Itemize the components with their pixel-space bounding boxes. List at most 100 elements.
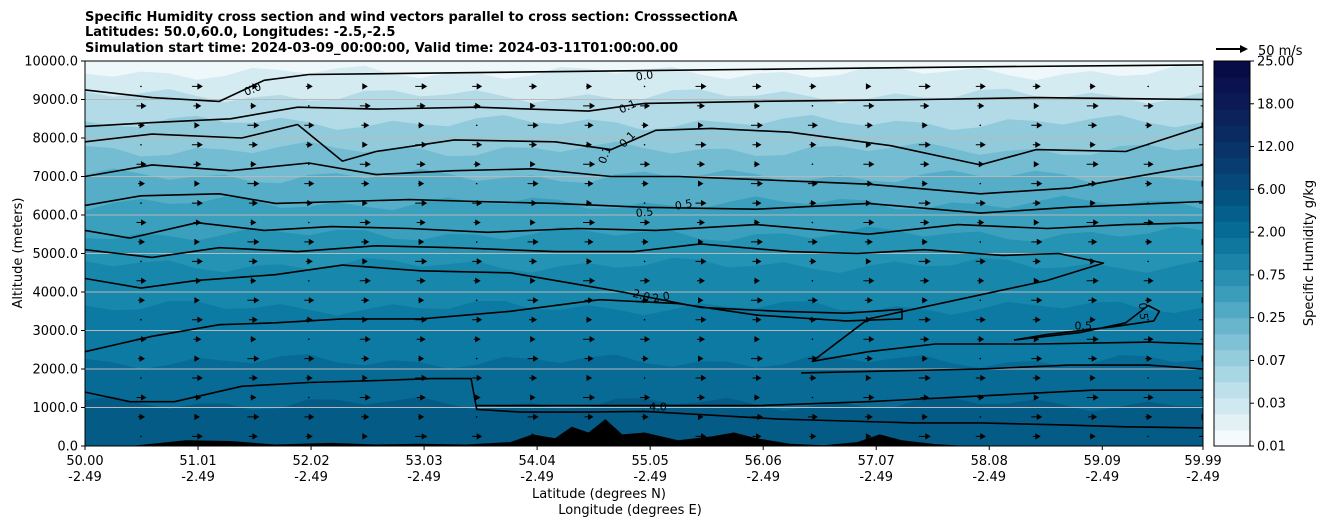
x-tick-label-lon: -2.49 <box>746 470 780 485</box>
wind-vector <box>136 277 147 284</box>
wind-vector <box>977 277 985 284</box>
colorbar-swatch <box>1214 253 1250 271</box>
wind-vector <box>1032 433 1041 440</box>
wind-vector <box>641 355 649 362</box>
wind-vector <box>1032 316 1041 323</box>
wind-vector <box>472 83 483 90</box>
wind-vector <box>977 102 985 110</box>
wind-vector <box>304 413 315 421</box>
contour-label: 0.5 <box>635 205 654 219</box>
wind-vector <box>864 355 873 362</box>
x-tick-label-lat: 53.03 <box>405 454 442 469</box>
wind-vector <box>1145 355 1153 362</box>
wind-vector <box>920 102 930 110</box>
wind-vector <box>1032 258 1041 265</box>
colorbar-swatch <box>1214 285 1250 303</box>
wind-vector <box>138 238 145 246</box>
wind-vector <box>698 297 704 304</box>
wind-vector <box>1033 161 1040 168</box>
x-tick-label-lat: 51.01 <box>179 454 216 469</box>
wind-vector <box>583 336 596 343</box>
wind-vector <box>305 433 313 440</box>
wind-vector <box>530 161 536 168</box>
wind-vector <box>641 122 649 129</box>
contour-label: 0.5 <box>674 197 693 213</box>
colorbar-tick-label: 0.03 <box>1257 397 1286 412</box>
wind-vector <box>695 316 707 323</box>
wind-vector <box>640 336 651 343</box>
wind-vector <box>863 102 875 110</box>
wind-vector <box>1147 318 1149 321</box>
wind-vector <box>138 355 146 362</box>
colorbar-tick-label: 25.00 <box>1257 55 1294 70</box>
wind-vector <box>416 161 426 168</box>
wind-vector <box>754 394 761 401</box>
wind-vector <box>1147 377 1149 379</box>
colorbar-swatch <box>1214 141 1250 158</box>
y-tick-label: 1000.0 <box>33 401 79 416</box>
wind-vector <box>247 180 260 187</box>
wind-vector <box>1089 433 1096 440</box>
wind-vector <box>305 141 313 148</box>
x-tick-label-lat: 58.08 <box>971 454 1008 469</box>
wind-vector <box>415 258 428 265</box>
wind-vector <box>811 163 814 165</box>
wind-vector <box>583 161 596 168</box>
wind-vector <box>191 433 203 440</box>
colorbar-tick-label: 6.00 <box>1257 183 1286 198</box>
wind-vector <box>865 258 872 265</box>
wind-vector <box>754 219 761 226</box>
wind-key-label: 50 m/s <box>1258 44 1303 59</box>
contour-label: 2.0 <box>631 287 651 304</box>
wind-vector <box>1145 238 1153 246</box>
y-axis-label: Altitude (meters) <box>11 198 26 309</box>
wind-vector <box>530 102 536 110</box>
wind-vector <box>979 241 982 243</box>
colorbar-swatch <box>1214 109 1250 126</box>
wind-vector <box>1032 199 1041 207</box>
wind-vector <box>1147 85 1149 88</box>
wind-vector <box>918 83 931 90</box>
colorbar-swatch <box>1214 93 1250 110</box>
wind-vector <box>643 260 646 263</box>
wind-vector <box>811 280 814 282</box>
wind-vector <box>977 336 985 343</box>
wind-vector <box>138 413 146 421</box>
wind-vector <box>361 180 370 187</box>
contour-label: 0.0 <box>635 68 654 83</box>
colorbar-frame <box>1213 60 1251 447</box>
wind-vector <box>529 316 538 323</box>
wind-vector <box>1147 260 1149 263</box>
wind-vector <box>418 238 425 246</box>
wind-vector <box>359 336 371 343</box>
contour-label: 2.0 <box>651 289 670 305</box>
wind-vector <box>475 357 478 360</box>
wind-vector <box>308 280 310 282</box>
wind-vector <box>863 161 875 168</box>
wind-vector <box>527 122 539 129</box>
wind-vector <box>136 219 147 226</box>
colorbar-swatch <box>1214 429 1250 447</box>
wind-vector <box>751 180 764 187</box>
wind-vector <box>473 161 481 168</box>
wind-vector <box>527 180 539 187</box>
wind-vector <box>864 413 873 421</box>
contour-label: 0.5 <box>1075 320 1093 333</box>
wind-vector <box>527 238 539 246</box>
wind-vector <box>811 105 814 107</box>
wind-vector <box>194 355 200 362</box>
chart-title-line-2: Latitudes: 50.0,60.0, Longitudes: -2.5,-… <box>85 25 395 40</box>
wind-vector <box>1031 238 1043 246</box>
wind-vector <box>138 122 146 129</box>
wind-vector <box>193 336 202 343</box>
wind-vector <box>584 413 594 421</box>
wind-vector <box>305 374 313 382</box>
colorbar-swatch <box>1214 397 1250 415</box>
wind-vector <box>752 83 762 90</box>
wind-vector <box>472 258 483 265</box>
wind-vector <box>1086 102 1099 110</box>
wind-vector <box>140 202 142 204</box>
wind-vector <box>865 374 872 382</box>
wind-key: 50 m/s <box>1216 44 1303 59</box>
y-tick-label: 0.0 <box>57 440 78 455</box>
